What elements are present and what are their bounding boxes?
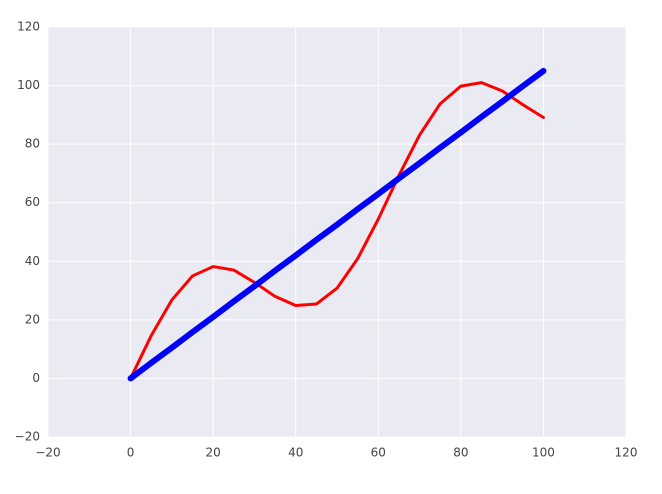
y-tick-label: 80 (25, 137, 40, 151)
line-series (127, 67, 547, 382)
x-tick-label: 20 (206, 446, 221, 460)
x-tick-label: 40 (288, 446, 303, 460)
x-tick-label: 0 (127, 446, 135, 460)
x-tick-label: 120 (615, 446, 638, 460)
y-tick-label: 20 (25, 312, 40, 326)
line-series (129, 81, 545, 380)
y-tick-label: 0 (32, 371, 40, 385)
x-tick-label: 100 (532, 446, 555, 460)
y-tick-label: 40 (25, 254, 40, 268)
x-tick-label: 60 (371, 446, 386, 460)
y-tick-label: −20 (15, 430, 40, 444)
x-tick-label: −20 (35, 446, 60, 460)
y-tick-label: 120 (17, 20, 40, 34)
y-tick-label: 60 (25, 195, 40, 209)
y-tick-label: 100 (17, 78, 40, 92)
x-tick-label: 80 (453, 446, 468, 460)
